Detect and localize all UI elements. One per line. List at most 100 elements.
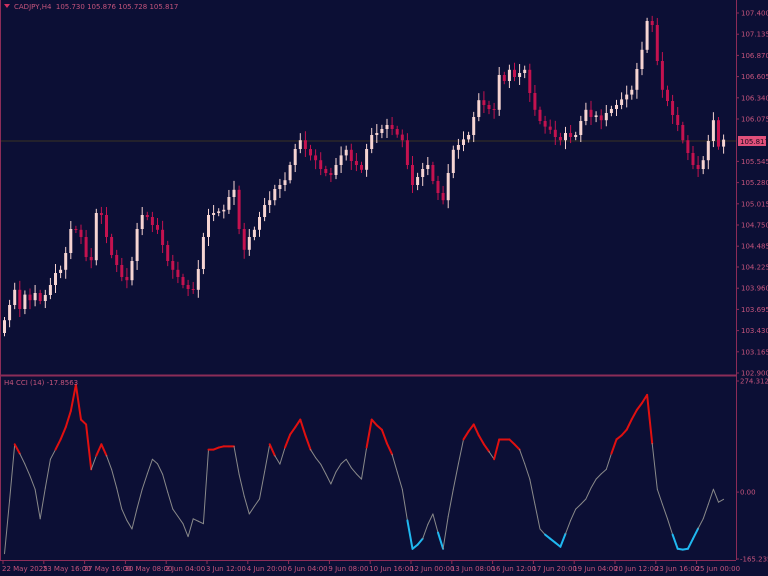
time-tick-label: 27 May 16:00 — [84, 565, 132, 573]
time-tick-label: 23 Jun 16:00 — [655, 565, 699, 573]
candle-body — [717, 120, 720, 147]
triangle-down-icon[interactable] — [4, 4, 10, 8]
candle-body — [558, 137, 562, 141]
cci-tick-label: -165.235 — [740, 556, 768, 564]
cci-segment — [386, 442, 394, 456]
candle-body — [13, 289, 17, 305]
candle-body — [655, 25, 659, 61]
candle-bullish — [456, 138, 460, 159]
candle-body — [298, 140, 302, 149]
candle-body — [28, 294, 32, 301]
candle-bearish — [502, 71, 506, 85]
cci-segment — [177, 515, 184, 525]
time-tick-label: 13 Jun 08:00 — [451, 565, 495, 573]
cci-segment — [365, 418, 373, 449]
cci-tick-label: 0.00 — [740, 489, 756, 497]
candle-bearish — [18, 280, 22, 317]
candle-body — [309, 149, 312, 156]
cci-segment — [274, 455, 281, 465]
cci-segment — [513, 443, 521, 451]
candle-body — [722, 139, 726, 147]
candle-bullish — [212, 205, 216, 222]
candle-body — [227, 197, 231, 210]
candle-body — [339, 155, 343, 165]
cci-segment — [157, 463, 164, 475]
cci-segment — [718, 498, 725, 503]
candle-body — [166, 245, 170, 261]
candle-bullish — [421, 162, 425, 186]
candle-bullish — [722, 134, 726, 154]
cci-segment — [416, 537, 424, 546]
candle-body — [237, 189, 241, 229]
candle-body — [676, 115, 680, 125]
candle-body — [421, 169, 425, 177]
cci-segment — [380, 428, 388, 445]
cci-segment — [585, 487, 592, 500]
candle-bearish — [589, 100, 593, 125]
cci-segment — [197, 520, 204, 525]
candle-body — [446, 173, 450, 201]
candle-bearish — [482, 91, 486, 113]
price-axis[interactable]: 107.400 107.135 106.870 106.605 106.340 106.0… — [736, 10, 768, 378]
cci-segment — [477, 434, 485, 446]
cci-segment — [253, 498, 260, 507]
cci-segment — [692, 527, 700, 540]
candle-body — [18, 289, 22, 309]
cci-segment — [320, 463, 327, 475]
cci-segment — [508, 438, 516, 446]
cci-segment — [284, 433, 292, 449]
candle-body — [293, 149, 297, 165]
candle-body — [467, 135, 471, 140]
candle-bearish — [166, 240, 170, 267]
cci-segment — [340, 458, 347, 465]
candle-body — [54, 273, 57, 285]
candle-bearish — [533, 85, 537, 116]
price-tick-label: 106.870 — [741, 52, 768, 60]
candle-body — [589, 109, 593, 117]
candle-body — [487, 105, 491, 109]
candle-body — [701, 160, 705, 169]
candle-body — [594, 115, 598, 117]
candle-body — [59, 269, 63, 273]
cci-segment — [482, 443, 490, 453]
candle-bullish — [13, 282, 17, 310]
time-tick-label: 16 Jun 12:00 — [492, 565, 536, 573]
cci-segment — [457, 438, 464, 465]
candle-bearish — [324, 165, 328, 177]
cci-segment — [610, 438, 618, 455]
candle-bearish — [354, 153, 358, 172]
candle-bullish — [268, 191, 272, 213]
candle-body — [462, 139, 465, 145]
candle-bullish — [69, 221, 73, 260]
cci-segment — [264, 443, 271, 473]
candle-body — [620, 99, 624, 105]
time-tick-label: 30 May 08:00 — [124, 565, 172, 573]
candle-body — [329, 173, 333, 175]
cci-segment — [34, 488, 41, 520]
candle-bullish — [579, 115, 583, 143]
candle-body — [360, 165, 363, 170]
candle-bearish — [696, 156, 700, 177]
cci-segment — [172, 508, 179, 517]
cci-segment — [437, 531, 445, 550]
candle-body — [186, 285, 190, 289]
candle-body — [349, 149, 353, 161]
candle-body — [191, 289, 195, 290]
candle-body — [441, 193, 445, 201]
candle-bearish — [671, 94, 675, 124]
candle-body — [599, 115, 603, 121]
cci-segment — [411, 543, 419, 550]
candle-bearish — [176, 261, 180, 284]
cci-axis[interactable]: 274.3127 0.00 -165.235 — [736, 378, 768, 564]
candle-bearish — [436, 175, 440, 201]
cci-segment — [345, 458, 352, 469]
candle-body — [548, 126, 552, 130]
candle-body — [263, 205, 267, 217]
candle-body — [268, 200, 272, 205]
candle-bearish — [513, 62, 516, 82]
cci-segment — [686, 537, 694, 550]
price-tick-label: 102.900 — [741, 370, 768, 378]
candle-body — [405, 140, 409, 165]
